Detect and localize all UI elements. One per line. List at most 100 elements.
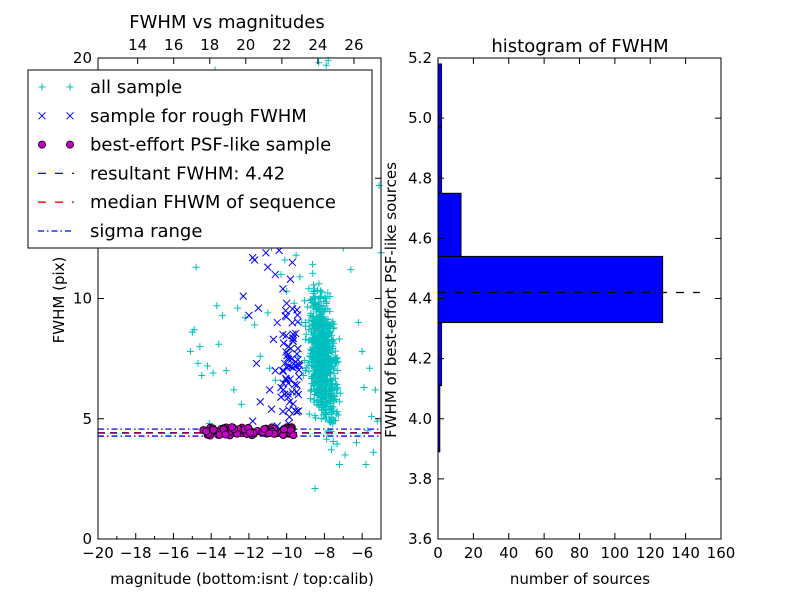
all-sample-point	[305, 410, 313, 418]
all-sample-point	[192, 263, 200, 271]
rough-sample-point	[279, 407, 287, 416]
all-sample-point	[292, 251, 300, 259]
rough-sample-point	[283, 351, 291, 360]
rough-sample-point	[294, 390, 303, 399]
rough-sample-point	[252, 359, 261, 368]
all-sample-point	[334, 411, 342, 419]
all-sample-point	[325, 410, 333, 418]
all-sample-point	[301, 322, 309, 330]
all-sample-point	[324, 289, 332, 297]
all-sample-point	[319, 344, 327, 352]
rough-sample-point	[279, 386, 287, 394]
rough-sample-point	[284, 405, 293, 414]
all-sample-point	[317, 302, 325, 310]
all-sample-point	[237, 400, 245, 408]
rough-sample-point	[282, 331, 291, 340]
all-sample-point	[321, 383, 329, 391]
right-y-tick-label: 4.8	[408, 169, 432, 187]
legend-marker-rough-sample	[66, 111, 74, 120]
all-sample-point	[209, 369, 217, 377]
all-sample-point	[311, 355, 319, 363]
right-y-tick-label: 5.0	[408, 109, 432, 127]
rough-sample-point	[273, 318, 282, 327]
rough-sample-point	[265, 386, 274, 394]
all-sample-point	[321, 294, 329, 302]
all-sample-point	[329, 336, 337, 344]
all-sample-point	[329, 438, 337, 446]
legend-marker-psf-sample	[66, 140, 75, 149]
all-sample-point	[310, 396, 318, 404]
legend-marker-rough-sample	[38, 111, 46, 120]
rough-sample-point	[279, 379, 287, 387]
all-sample-point	[329, 391, 337, 399]
rough-sample-point	[291, 329, 300, 338]
left-y-tick-label: 5	[82, 410, 92, 428]
all-sample-point	[324, 365, 332, 373]
all-sample-point	[336, 389, 344, 397]
all-sample-point	[294, 352, 302, 360]
all-sample-point	[329, 408, 337, 416]
all-sample-point	[309, 269, 317, 277]
top-x-tick-label: 18	[200, 36, 219, 54]
all-sample-point	[316, 303, 324, 311]
rough-sample-point	[245, 311, 253, 320]
rough-sample-point	[267, 405, 276, 413]
rough-sample-point	[288, 337, 297, 345]
right-y-tick-label: 3.8	[408, 470, 432, 488]
psf-sample-point	[227, 423, 236, 432]
all-sample-point	[354, 319, 362, 327]
rough-sample-point	[295, 373, 303, 381]
all-sample-point	[336, 398, 344, 406]
all-sample-point	[318, 347, 326, 355]
all-sample-point	[328, 337, 336, 345]
rough-sample-point	[263, 263, 272, 272]
all-sample-point	[325, 396, 333, 404]
left-plot-axes: −20−18−16−14−12−10−8−6051015201416182022…	[73, 36, 382, 562]
rough-sample-point	[286, 375, 295, 383]
rough-sample-point	[292, 361, 300, 370]
all-sample-point	[327, 376, 335, 384]
right-y-tick-label: 4.4	[408, 290, 432, 308]
all-sample-point	[315, 341, 323, 349]
all-sample-point	[335, 335, 343, 343]
all-sample-point	[319, 404, 327, 412]
all-sample-point	[234, 304, 242, 312]
all-sample-point	[281, 256, 289, 264]
all-sample-point	[316, 359, 324, 367]
psf-sample-point	[202, 427, 211, 436]
all-sample-point	[328, 320, 336, 328]
rough-sample-point	[279, 285, 287, 293]
all-sample-point	[331, 374, 339, 382]
all-sample-point	[329, 337, 337, 345]
all-sample-point	[330, 324, 338, 332]
all-sample-point	[196, 343, 204, 351]
all-sample-point	[311, 299, 319, 307]
all-sample-point	[315, 59, 323, 67]
all-sample-point	[323, 400, 331, 408]
all-sample-point	[312, 292, 320, 300]
all-sample-point	[310, 281, 318, 289]
all-sample-point	[327, 365, 335, 373]
all-sample-point	[309, 374, 317, 382]
all-sample-point	[313, 286, 321, 294]
all-sample-point	[321, 376, 329, 384]
all-sample-point	[309, 382, 317, 390]
all-sample-point	[306, 395, 314, 403]
all-sample-point	[251, 321, 259, 329]
rough-sample-point	[292, 381, 301, 389]
rough-sample-point	[289, 399, 298, 408]
left-y-tick-label: 20	[73, 49, 92, 67]
rough-sample-point	[294, 407, 303, 415]
left-plot-data	[98, 56, 385, 492]
all-sample-point	[360, 383, 368, 391]
top-x-tick-label: 26	[344, 36, 363, 54]
all-sample-point	[203, 362, 211, 370]
all-sample-point	[215, 340, 223, 348]
all-sample-point	[311, 484, 319, 492]
right-x-tick-label: 20	[464, 544, 483, 562]
all-sample-point	[358, 347, 366, 355]
all-sample-point	[301, 367, 309, 375]
all-sample-point	[323, 435, 331, 443]
all-sample-point	[310, 357, 318, 365]
all-sample-point	[307, 387, 315, 395]
